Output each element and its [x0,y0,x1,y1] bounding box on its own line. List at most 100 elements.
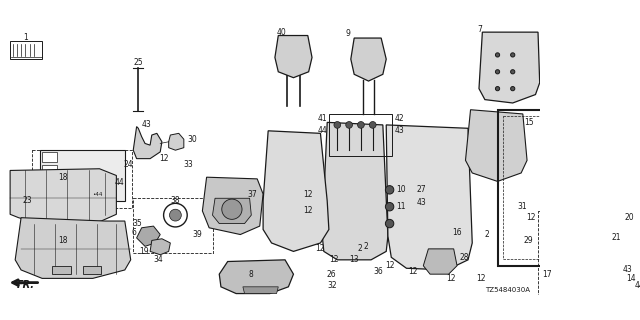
Polygon shape [322,122,388,260]
Text: 30: 30 [188,135,197,144]
Polygon shape [136,226,160,246]
Circle shape [495,70,500,74]
Text: 23: 23 [22,196,32,205]
Text: 11: 11 [396,202,406,211]
Bar [42,164,58,175]
Circle shape [385,186,394,194]
Ellipse shape [624,249,637,257]
Text: 36: 36 [373,267,383,276]
Text: 7: 7 [477,25,483,34]
Text: 15: 15 [525,118,534,127]
Circle shape [170,209,181,221]
Text: 9: 9 [345,29,350,38]
Polygon shape [15,218,131,278]
Text: 38: 38 [171,196,180,205]
Polygon shape [544,218,609,277]
Text: 43: 43 [395,126,404,135]
Circle shape [346,122,353,128]
Text: 19: 19 [139,247,148,256]
Text: 25: 25 [134,58,143,67]
Bar [329,114,392,156]
Bar [10,41,42,59]
Text: 12: 12 [447,274,456,283]
Text: 16: 16 [452,228,461,236]
Text: 32: 32 [328,281,337,290]
Bar [133,198,213,253]
Circle shape [358,122,364,128]
Circle shape [334,122,340,128]
Text: 37: 37 [248,189,257,198]
Text: 20: 20 [624,213,634,222]
Polygon shape [220,260,294,293]
Circle shape [495,86,500,91]
Bar [83,266,101,274]
Text: 12: 12 [476,274,485,283]
Text: 29: 29 [524,236,533,245]
Text: 13: 13 [349,255,359,264]
Text: 27: 27 [417,185,426,194]
Text: 12: 12 [329,255,339,264]
Circle shape [369,122,376,128]
Text: 12: 12 [303,206,312,215]
Ellipse shape [625,284,637,290]
Polygon shape [10,169,116,226]
Text: 12: 12 [316,244,325,253]
Text: 12: 12 [526,213,536,222]
Text: FR.: FR. [16,280,35,290]
Polygon shape [150,239,170,255]
Bar [32,150,132,208]
Polygon shape [275,36,312,78]
Text: 44: 44 [634,281,640,290]
Circle shape [222,199,242,219]
Text: 34: 34 [154,255,163,264]
Circle shape [550,224,559,232]
Polygon shape [423,249,457,274]
Polygon shape [202,177,263,235]
Circle shape [385,203,394,211]
Text: 2: 2 [485,230,490,239]
Text: 17: 17 [543,270,552,279]
Polygon shape [243,287,278,293]
Polygon shape [263,131,329,252]
Text: 2: 2 [364,242,369,251]
Text: 39: 39 [193,230,202,239]
Text: 2: 2 [358,244,363,253]
Text: 12: 12 [159,154,169,163]
Text: 41: 41 [317,114,327,123]
Polygon shape [133,127,162,159]
Text: 28: 28 [460,253,469,262]
Text: 31: 31 [517,202,527,211]
Circle shape [495,53,500,57]
Text: 33: 33 [184,160,193,169]
Circle shape [511,70,515,74]
Bar [52,266,71,274]
Text: 40: 40 [277,28,287,37]
Polygon shape [465,110,527,181]
Text: •44: •44 [93,192,103,196]
Text: 44: 44 [317,126,327,135]
Bar [573,245,597,263]
Text: 12: 12 [303,189,312,198]
Text: 6: 6 [132,228,136,236]
Text: 43: 43 [622,266,632,275]
Text: 12: 12 [385,261,394,270]
Text: 21: 21 [611,233,621,243]
Text: 8: 8 [249,270,253,279]
Text: 1: 1 [23,33,28,42]
Text: 43: 43 [417,198,426,207]
Text: 43: 43 [142,120,152,129]
Circle shape [385,219,394,228]
Bar [502,116,591,259]
Text: 35: 35 [132,219,141,228]
Polygon shape [479,32,540,103]
Polygon shape [212,198,252,224]
Polygon shape [351,38,386,81]
Circle shape [511,86,515,91]
Text: TZ5484030A: TZ5484030A [484,287,529,293]
Text: 26: 26 [326,270,335,279]
Text: 18: 18 [58,236,67,245]
Circle shape [164,203,188,227]
Bar [538,211,632,308]
Text: 14: 14 [626,274,636,283]
Polygon shape [386,125,472,270]
